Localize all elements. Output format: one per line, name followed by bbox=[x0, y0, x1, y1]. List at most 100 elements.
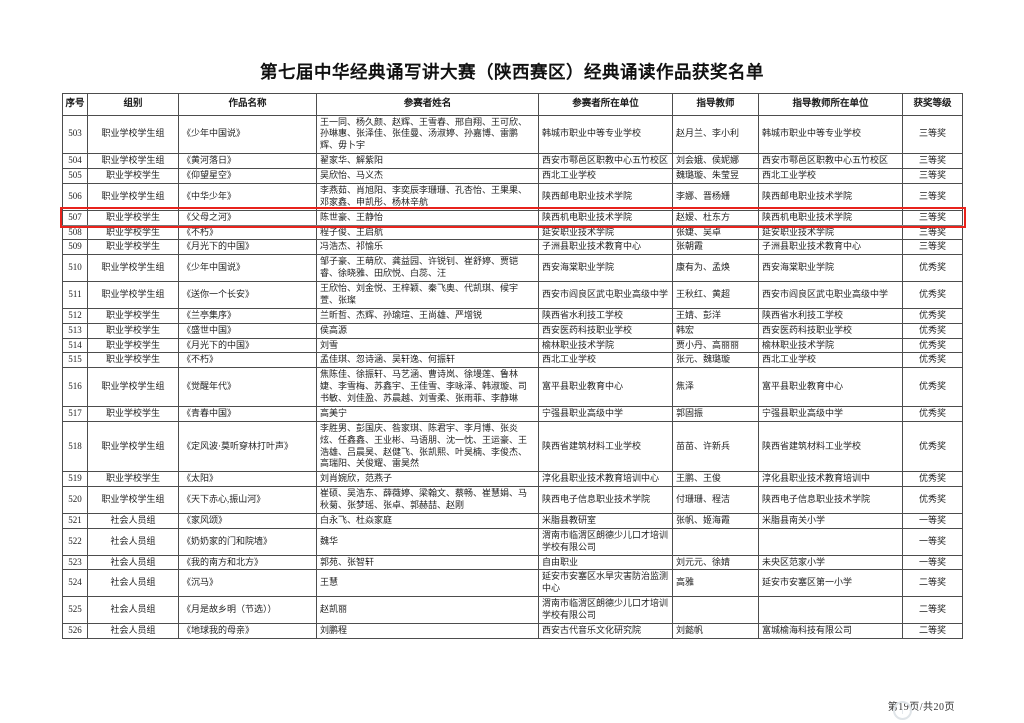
cell-teachers: 焦泽 bbox=[672, 367, 759, 407]
cell-teacher-unit: 陕西邮电职业技术学院 bbox=[758, 182, 903, 211]
cell-participants: 吴欣怡、马义杰 bbox=[316, 168, 539, 184]
cell-group: 社会人员组 bbox=[87, 512, 179, 529]
cell-award: 三等奖 bbox=[902, 168, 963, 184]
cell-no: 503 bbox=[62, 114, 88, 155]
cell-teacher-unit: 韩城市职业中等专业学校 bbox=[758, 114, 903, 155]
cell-participants: 崔硕、吴浩东、薛薇婷、梁翰文、蔡畅、崔慧娟、马秋菊、张梦瑶、张卓、郭赫喆、赵刚 bbox=[316, 486, 539, 514]
table-body: 503 职业学校学生组 《少年中国说》 王一同、杨久颜、赵辉、王雪春、邢自翔、王可欣、… bbox=[59, 114, 966, 639]
cell-unit: 榆林职业技术学院 bbox=[538, 337, 673, 354]
cell-unit: 西安市阎良区武屯职业高级中学 bbox=[538, 281, 673, 309]
cell-participants: 陈世豪、王静怡 bbox=[316, 209, 539, 226]
cell-teacher-unit: 陕西机电职业技术学院 bbox=[758, 209, 903, 226]
cell-teacher-unit: 西安海棠职业学院 bbox=[758, 254, 903, 283]
cell-work: 《仰望星空》 bbox=[178, 168, 317, 184]
cell-work: 《我的南方和北方》 bbox=[178, 554, 317, 571]
cell-work: 《黄河落日》 bbox=[178, 153, 317, 170]
cell-no: 506 bbox=[62, 182, 88, 211]
cell-no: 515 bbox=[62, 352, 88, 369]
cell-work: 《家风颂》 bbox=[178, 512, 317, 529]
cell-award: 优秀奖 bbox=[902, 367, 963, 407]
cell-participants: 高美宁 bbox=[316, 405, 539, 422]
cell-unit: 陕西省水利技工学校 bbox=[538, 307, 673, 324]
table-row: 525 社会人员组 《月是故乡明（节选）） 赵凯丽 渭南市临渭区朗德少儿口才培训学校有限… bbox=[62, 596, 963, 624]
cell-unit: 西北工业学校 bbox=[538, 352, 673, 369]
cell-award: 二等奖 bbox=[902, 569, 963, 598]
cell-teachers: 张朝霞 bbox=[672, 239, 759, 256]
cell-group: 社会人员组 bbox=[87, 569, 179, 598]
cell-no: 525 bbox=[62, 596, 88, 624]
cell-participants: 李胜男、彭国庆、昝家琪、陈君宇、李月博、张炎炫、任鑫鑫、王业彬、马语朋、沈一忱、… bbox=[316, 420, 539, 473]
cell-no: 508 bbox=[62, 224, 88, 241]
cell-teachers: 刘会娥、侯妮娜 bbox=[672, 153, 759, 170]
cell-no: 526 bbox=[62, 622, 88, 639]
col-header-group: 组别 bbox=[87, 93, 179, 116]
cell-award: 二等奖 bbox=[902, 596, 963, 624]
cell-teacher-unit: 西安市鄠邑区职教中心五竹校区 bbox=[758, 153, 903, 170]
cell-award: 三等奖 bbox=[902, 182, 963, 211]
cell-work: 《觉醒年代》 bbox=[178, 367, 317, 407]
cell-teachers: 张元、魏璐璇 bbox=[672, 352, 759, 369]
cell-group: 职业学校学生组 bbox=[87, 486, 179, 514]
table-row: 503 职业学校学生组 《少年中国说》 王一同、杨久颜、赵辉、王雪春、邢自翔、王可欣、… bbox=[62, 114, 963, 155]
table-row: 511 职业学校学生组 《送你一个长安》 王欣怡、刘金悦、王梓颖、秦飞奥、代凯琪、候宇… bbox=[62, 281, 963, 309]
table-header-row: 序号 组别 作品名称 参赛者姓名 参赛者所在单位 指导教师 指导教师所在单位 获… bbox=[62, 93, 963, 116]
table-row: 505 职业学校学生 《仰望星空》 吴欣怡、马义杰 西北工业学校 魏璐璇、朱莹昱 西北工业学… bbox=[62, 168, 963, 184]
cell-no: 519 bbox=[62, 471, 88, 488]
cell-unit: 西安市鄠邑区职教中心五竹校区 bbox=[538, 153, 673, 170]
cell-teacher-unit: 未央区范家小学 bbox=[758, 554, 903, 571]
cell-work: 《月光下的中国》 bbox=[178, 239, 317, 256]
cell-unit: 陕西省建筑材料工业学校 bbox=[538, 420, 673, 473]
cell-unit: 宁强县职业高级中学 bbox=[538, 405, 673, 422]
cell-no: 510 bbox=[62, 254, 88, 283]
award-table: 序号 组别 作品名称 参赛者姓名 参赛者所在单位 指导教师 指导教师所在单位 获… bbox=[59, 93, 966, 639]
cell-group: 职业学校学生组 bbox=[87, 114, 179, 155]
col-header-work: 作品名称 bbox=[178, 93, 317, 116]
cell-participants: 兰昕哲、杰辉、孙瑜瑄、王尚雄、严增锐 bbox=[316, 307, 539, 324]
cell-no: 521 bbox=[62, 512, 88, 529]
col-header-participants: 参赛者姓名 bbox=[316, 93, 539, 116]
table-row: 504 职业学校学生组 《黄河落日》 翟家华、解紫阳 西安市鄠邑区职教中心五竹校区 刘会娥… bbox=[62, 153, 963, 170]
cell-unit: 淳化县职业技术教育培训中心 bbox=[538, 471, 673, 488]
cell-unit: 米脂县教研室 bbox=[538, 512, 673, 529]
cell-participants: 白永飞、杜焱家庭 bbox=[316, 512, 539, 529]
cell-unit: 韩城市职业中等专业学校 bbox=[538, 114, 673, 155]
table-row: 526 社会人员组 《地球我的母亲》 刘鹏程 西安古代音乐文化研究院 刘懿帆 富城榆海科技有… bbox=[62, 622, 963, 639]
cell-work: 《盛世中国》 bbox=[178, 322, 317, 339]
cell-teachers: 刘元元、徐婧 bbox=[672, 554, 759, 571]
page-title: 第七届中华经典诵写讲大赛（陕西赛区）经典诵读作品获奖名单 bbox=[260, 62, 764, 82]
table-row: 520 职业学校学生组 《天下赤心,振山河》 崔硕、吴浩东、薛薇婷、梁翰文、蔡畅、崔慧… bbox=[62, 486, 963, 514]
cell-teacher-unit bbox=[758, 596, 903, 624]
col-header-teachers: 指导教师 bbox=[672, 93, 759, 116]
cell-work: 《兰亭集序》 bbox=[178, 307, 317, 324]
cell-work: 《奶奶家的门和院墙》 bbox=[178, 527, 317, 556]
cell-award: 优秀奖 bbox=[902, 322, 963, 339]
cell-participants: 魏华 bbox=[316, 527, 539, 556]
cell-no: 512 bbox=[62, 307, 88, 324]
cell-teachers bbox=[672, 596, 759, 624]
cell-unit: 延安职业技术学院 bbox=[538, 224, 673, 241]
cell-teachers: 王婧、彭洋 bbox=[672, 307, 759, 324]
cell-group: 职业学校学生 bbox=[87, 239, 179, 256]
cell-work: 《定风波·莫听穿林打叶声》 bbox=[178, 420, 317, 473]
table-row: 514 职业学校学生 《月光下的中国》 刘雪 榆林职业技术学院 贾小丹、高丽丽 榆林职业技术… bbox=[62, 337, 963, 354]
cell-group: 职业学校学生 bbox=[87, 352, 179, 369]
cell-no: 524 bbox=[62, 569, 88, 598]
cell-participants: 邹子豪、王萌欣、龚益园、许锐钊、崔舒婷、贾铠睿、徐晓雅、田欣悦、白蕊、汪 bbox=[316, 254, 539, 283]
cell-award: 一等奖 bbox=[902, 527, 963, 556]
col-header-teacher-unit: 指导教师所在单位 bbox=[758, 93, 903, 116]
cell-participants: 王一同、杨久颜、赵辉、王雪春、邢自翔、王可欣、孙琳惠、张泽佳、张佳曼、汤淑婷、孙… bbox=[316, 114, 539, 155]
cell-group: 社会人员组 bbox=[87, 622, 179, 639]
cell-work: 《青春中国》 bbox=[178, 405, 317, 422]
cell-award: 优秀奖 bbox=[902, 352, 963, 369]
cell-unit: 子洲县职业技术教育中心 bbox=[538, 239, 673, 256]
cell-participants: 王欣怡、刘金悦、王梓颖、秦飞奥、代凯琪、候宇萱、张璨 bbox=[316, 281, 539, 309]
cell-teachers: 赵嫒、杜东方 bbox=[672, 209, 759, 226]
cell-teacher-unit: 西安医药科技职业学校 bbox=[758, 322, 903, 339]
cell-teachers: 高雅 bbox=[672, 569, 759, 598]
cell-unit: 西安海棠职业学院 bbox=[538, 254, 673, 283]
cell-group: 职业学校学生 bbox=[87, 209, 179, 226]
cell-teachers: 张帆、姬海霞 bbox=[672, 512, 759, 529]
cell-work: 《中华少年》 bbox=[178, 182, 317, 211]
cell-no: 522 bbox=[62, 527, 88, 556]
cell-teachers: 王秋红、黄超 bbox=[672, 281, 759, 309]
